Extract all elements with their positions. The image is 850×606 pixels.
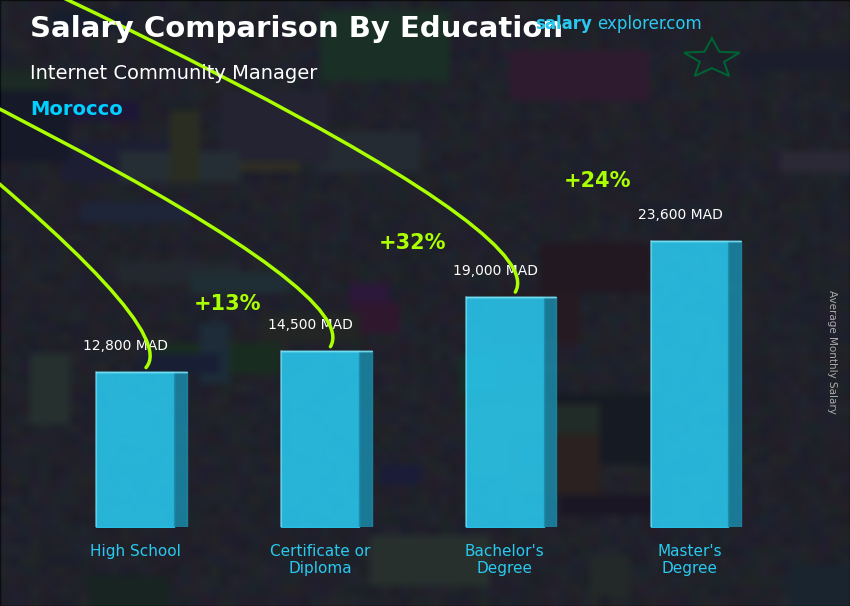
Text: Average Monthly Salary: Average Monthly Salary <box>827 290 837 413</box>
Text: 14,500 MAD: 14,500 MAD <box>268 318 353 332</box>
Text: 12,800 MAD: 12,800 MAD <box>83 339 168 353</box>
Text: Salary Comparison By Education: Salary Comparison By Education <box>30 15 563 43</box>
Text: salary: salary <box>536 15 592 33</box>
Text: .com: .com <box>661 15 702 33</box>
Text: +24%: +24% <box>564 171 631 191</box>
Text: +32%: +32% <box>378 233 446 253</box>
Text: +13%: +13% <box>194 294 261 314</box>
Polygon shape <box>359 351 371 527</box>
Text: Internet Community Manager: Internet Community Manager <box>30 64 317 82</box>
Text: explorer: explorer <box>598 15 666 33</box>
Polygon shape <box>173 372 187 527</box>
Text: Morocco: Morocco <box>30 100 122 119</box>
Text: 19,000 MAD: 19,000 MAD <box>453 264 538 278</box>
Polygon shape <box>543 297 557 527</box>
Text: 23,600 MAD: 23,600 MAD <box>638 208 722 222</box>
Polygon shape <box>728 241 741 527</box>
